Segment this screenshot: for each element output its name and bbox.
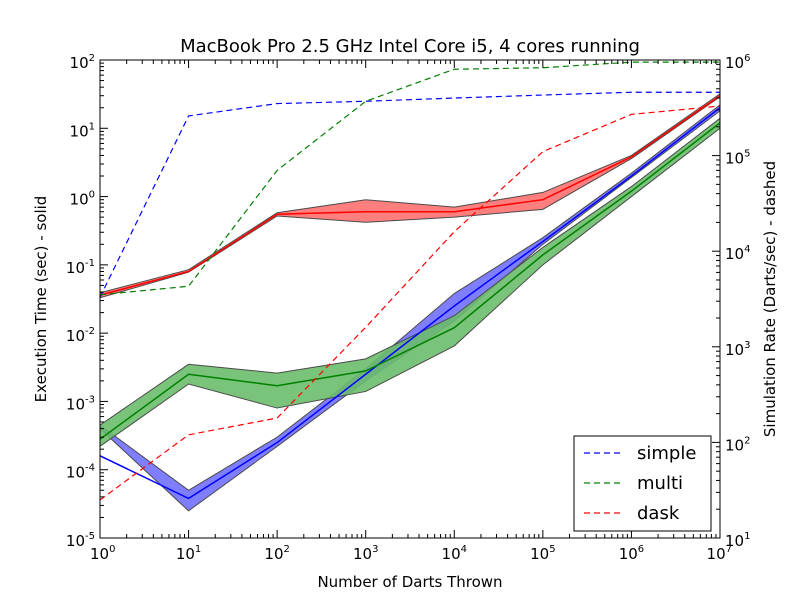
legend-label-multi: multi	[637, 473, 683, 494]
dask-rate-line	[99, 105, 721, 501]
y-right-tick-label: 105	[725, 149, 750, 168]
legend-label-simple: simple	[637, 443, 696, 464]
x-tick-label: 105	[530, 544, 555, 563]
y-right-axis-ticks: 101 102 103 104 105 106	[712, 53, 750, 550]
plot-area-frame	[99, 59, 721, 539]
x-tick-label: 106	[619, 544, 644, 563]
multi-rate-line	[99, 61, 720, 296]
x-tick-label: 101	[176, 544, 201, 563]
chart-title: MacBook Pro 2.5 GHz Intel Core i5, 4 cor…	[180, 36, 640, 57]
x-tick-label: 100	[90, 544, 115, 563]
y-left-tick-label: 10-3	[66, 394, 95, 413]
y-right-tick-label: 102	[725, 435, 750, 454]
legend: simple multi dask	[573, 435, 712, 532]
x-axis-ticks: 100 101 102 103 104 105 106 107	[90, 60, 732, 563]
simple-time-line	[99, 107, 721, 500]
y-left-tick-label: 10-2	[66, 326, 95, 345]
x-tick-label: 102	[264, 544, 289, 563]
y-right-tick-label: 104	[725, 244, 750, 263]
y-left-tick-label: 101	[70, 121, 95, 140]
x-axis-label: Number of Darts Thrown	[317, 573, 502, 591]
x-tick-label: 104	[442, 544, 467, 563]
x-tick-label: 103	[353, 544, 378, 563]
y-right-tick-label: 101	[725, 531, 750, 550]
y-left-tick-label: 100	[70, 190, 95, 209]
y-axis-left-label: Execution Time (sec) - solid	[32, 196, 50, 403]
y-left-tick-label: 10-5	[66, 531, 95, 550]
x-tick-label: 107	[707, 544, 732, 563]
y-left-axis-ticks: 10-5 10-4 10-3 10-2 10-1 100 101 102	[66, 53, 108, 550]
multi-time-line	[99, 122, 721, 440]
y-left-tick-label: 10-4	[66, 463, 95, 482]
y-right-tick-label: 103	[725, 340, 750, 359]
dask-time-line	[99, 95, 721, 296]
y-right-tick-label: 106	[725, 53, 750, 72]
multi-confidence-band	[99, 117, 721, 448]
simple-rate-line	[99, 91, 720, 298]
y-left-tick-label: 10-1	[66, 258, 95, 277]
y-left-tick-label: 102	[70, 53, 95, 72]
series-lines	[99, 61, 721, 501]
legend-label-dask: dask	[637, 503, 680, 524]
y-axis-right-label: Simulation Rate (Darts/sec) - dashed	[761, 161, 779, 437]
